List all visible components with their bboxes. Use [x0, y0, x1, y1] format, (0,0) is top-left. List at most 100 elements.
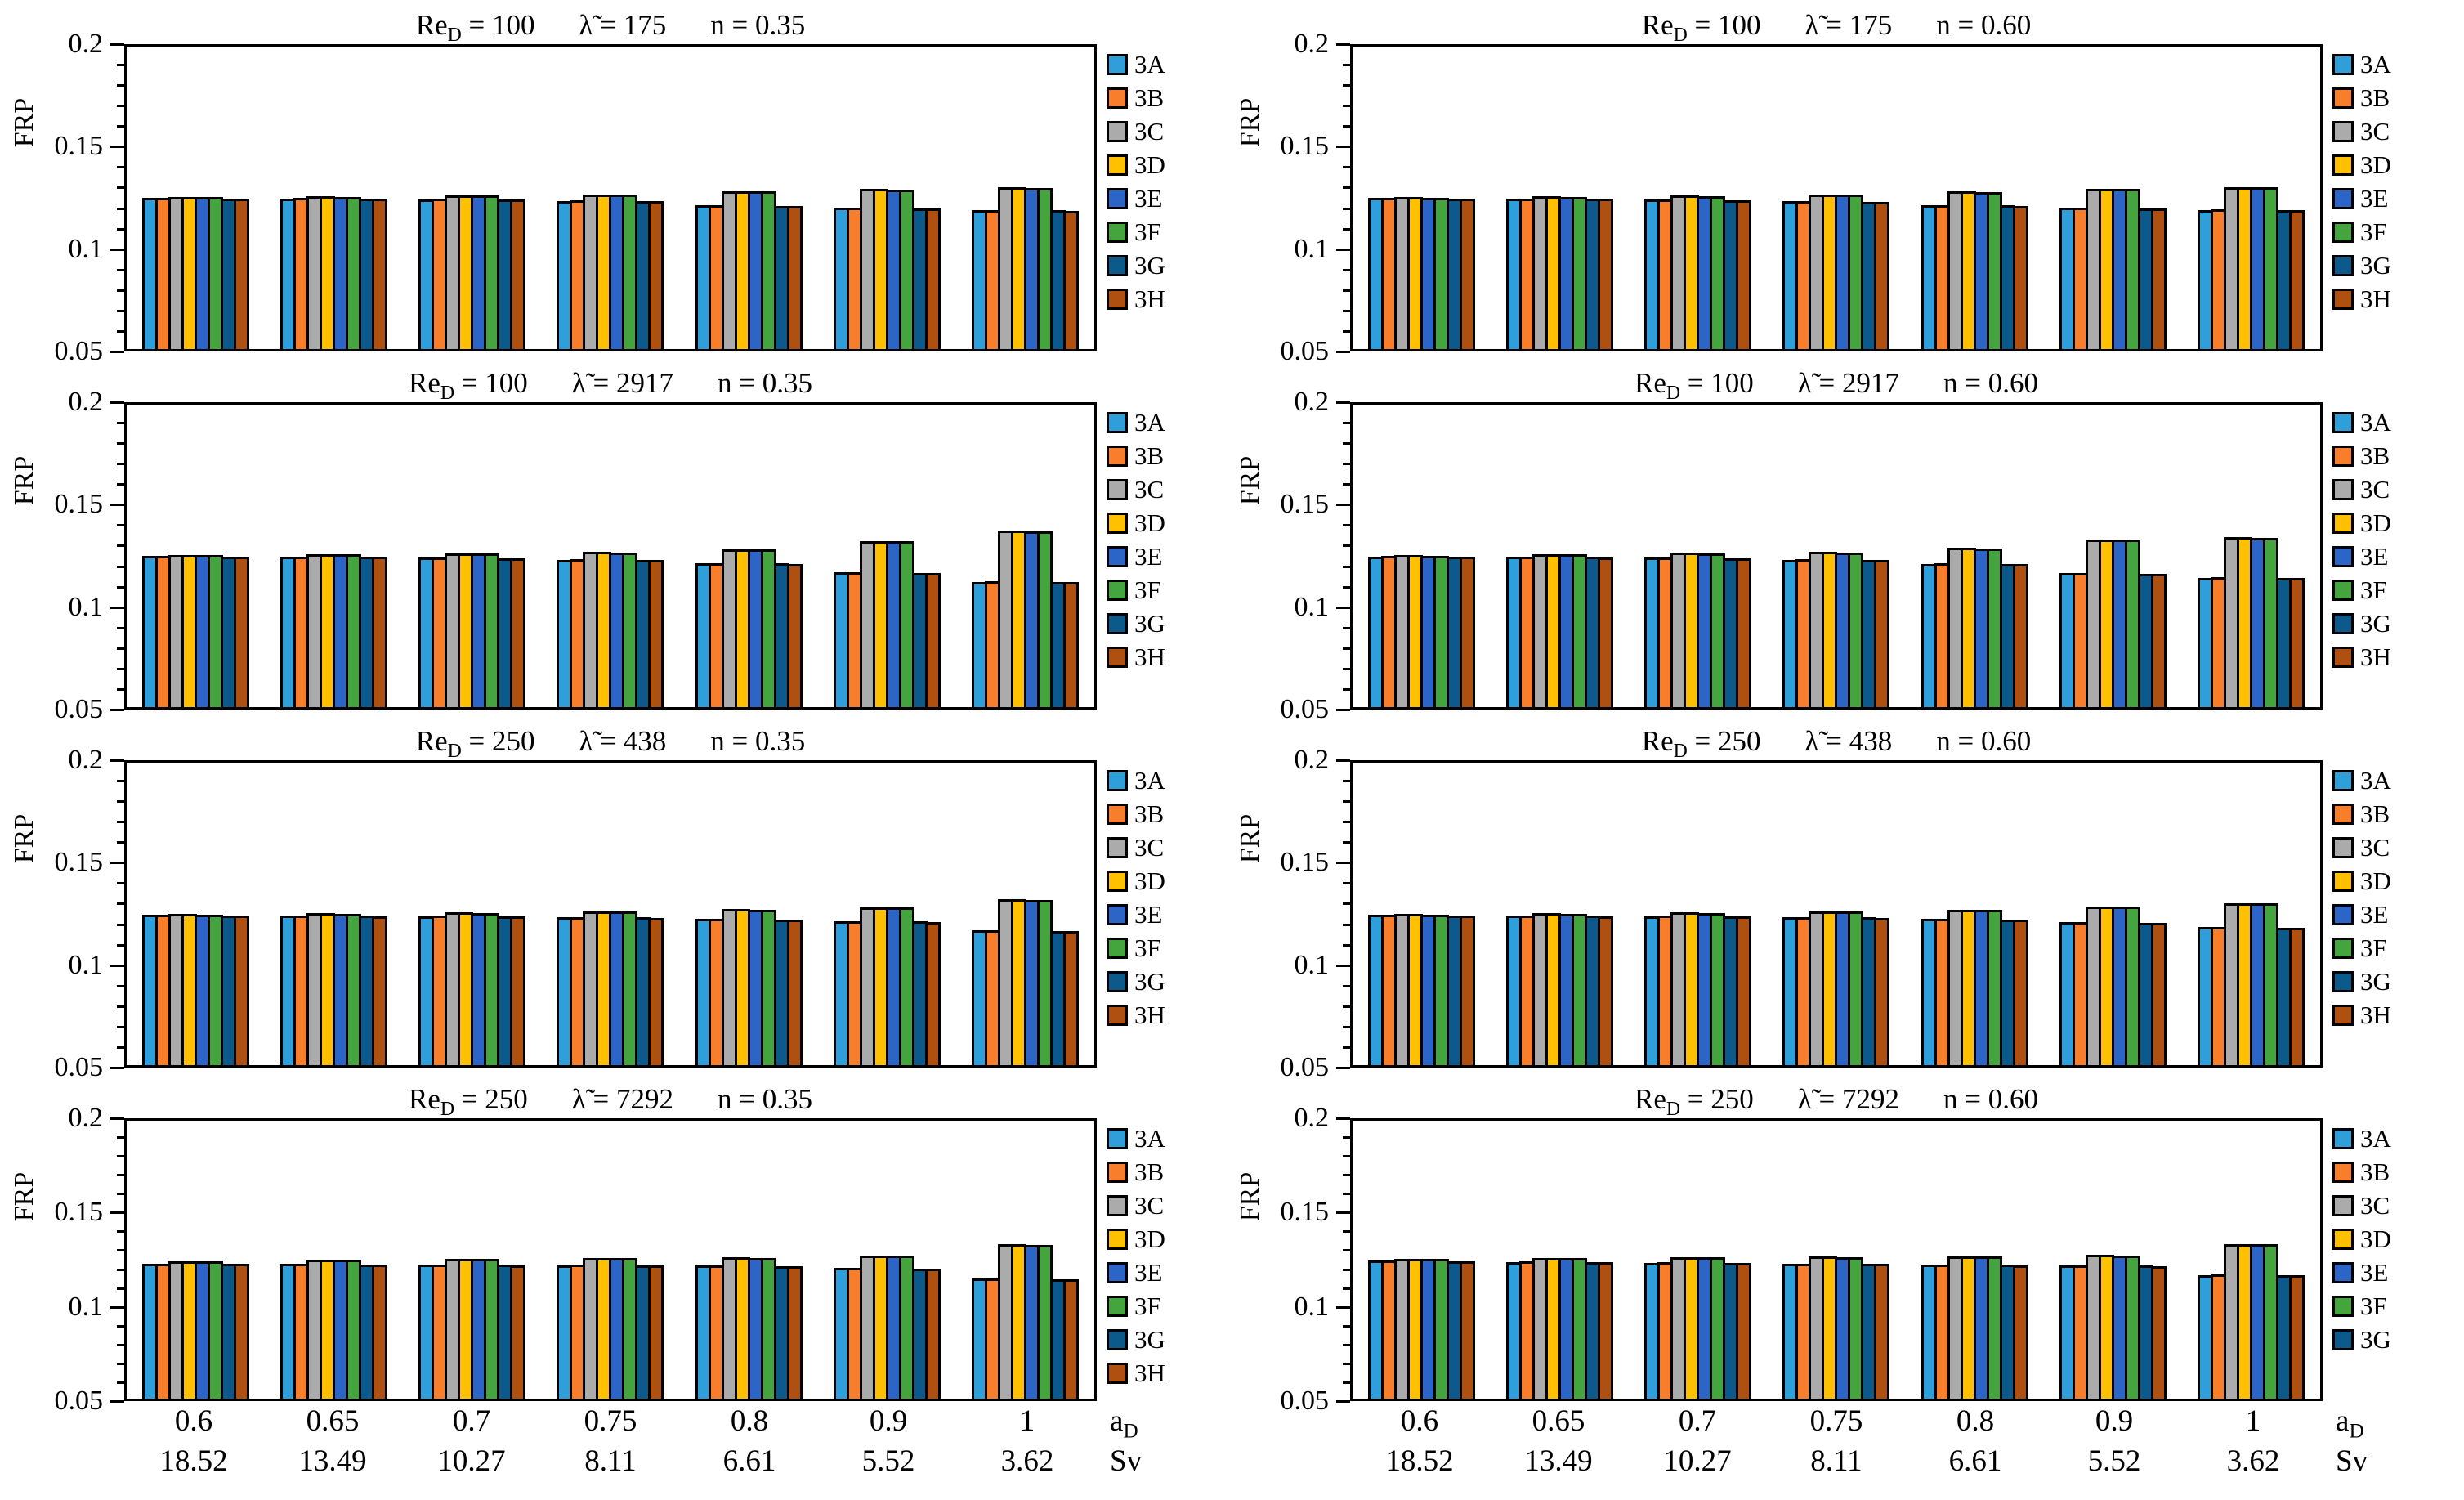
y-minor-tick: [117, 1136, 124, 1140]
legend-label: 3E: [1134, 184, 1163, 213]
y-major-tick: [110, 1400, 124, 1403]
bar-3H: [924, 1269, 941, 1399]
legend-item-3E: 3E: [1107, 1258, 1228, 1287]
y-major-tick: [1336, 759, 1350, 762]
legend-item-3D: 3D: [2332, 510, 2453, 535]
legend-swatch-3E: [2332, 1262, 2354, 1283]
y-minor-tick: [117, 64, 124, 67]
legend-label: 3F: [2360, 1292, 2387, 1320]
x-tick-label-aD: 0.75: [584, 1404, 637, 1438]
title-n: n = 0.60: [1943, 1083, 2039, 1115]
legend-swatch-3F: [2332, 222, 2354, 243]
y-tick-label: 0.05: [54, 336, 104, 366]
x-axis-unit-Sv: Sv: [1110, 1444, 1143, 1478]
bar-group-0.75: [541, 47, 679, 349]
legend-item-3A: 3A: [2332, 1126, 2453, 1151]
legend-label: 3B: [1134, 83, 1165, 112]
bar-group-0.6: [1353, 763, 1491, 1065]
y-major-tick: [110, 248, 124, 251]
legend-swatch-3G: [2332, 1329, 2354, 1350]
y-minor-tick: [117, 882, 124, 885]
bar-3H: [924, 572, 941, 707]
legend-swatch-3F: [2332, 938, 2354, 959]
bar-3H: [1874, 1264, 1890, 1399]
bar-group-0.75: [541, 763, 679, 1065]
legend-item-3C: 3C: [1107, 833, 1228, 862]
legend-label: 3H: [1134, 1001, 1165, 1029]
y-minor-tick: [1343, 667, 1350, 670]
legend-item-3F: 3F: [1107, 219, 1228, 244]
y-minor-tick: [1343, 268, 1350, 271]
x-tick-label-aD: 0.9: [869, 1404, 908, 1438]
y-minor-tick: [117, 626, 124, 629]
bar-group-1: [2182, 763, 2320, 1065]
y-tick-label: 0.1: [1294, 1291, 1330, 1322]
legend-item-3F: 3F: [1107, 935, 1228, 960]
y-axis-title-text: FRP: [1235, 97, 1265, 148]
legend-label: 3G: [1134, 1325, 1165, 1354]
y-major-tick: [110, 862, 124, 865]
title-n: n = 0.35: [710, 725, 806, 757]
legend-swatch-3D: [2332, 871, 2354, 892]
bar-group-0.8: [680, 1121, 818, 1399]
y-major-tick: [1336, 248, 1350, 251]
legend-swatch-3E: [2332, 188, 2354, 209]
panel-title: ReD = 100 λ̃ = 175 n = 0.60: [1350, 7, 2323, 46]
y-axis-title-text: FRP: [1235, 1171, 1265, 1222]
y-major-tick: [110, 146, 124, 149]
panel-body: FRP 0.2 0.15 0.1 0.05 3A 3B 3C 3D 3E 3F 3G 3H: [7, 29, 1230, 366]
y-major-tick: [110, 709, 124, 711]
y-tick-label: 0.2: [68, 745, 104, 775]
y-minor-tick: [1343, 1193, 1350, 1196]
x-tick-label-Sv: 10.27: [437, 1444, 506, 1478]
plot-area: [124, 1118, 1097, 1401]
y-minor-tick: [117, 902, 124, 906]
legend-label: 3C: [2360, 1191, 2390, 1220]
y-minor-tick: [117, 105, 124, 108]
legend-swatch-3A: [2332, 1128, 2354, 1149]
y-axis-title-text: FRP: [9, 813, 39, 864]
legend-swatch-3B: [1107, 804, 1128, 825]
title-re: ReD = 100: [408, 367, 528, 404]
y-minor-tick: [1343, 1324, 1350, 1328]
y-tick-label: 0.2: [68, 1103, 104, 1133]
y-tick-label: 0.05: [54, 1386, 104, 1416]
y-tick-label: 0.15: [1280, 847, 1330, 878]
title-re: ReD = 250: [1634, 1083, 1754, 1120]
y-minor-tick: [1343, 64, 1350, 67]
panel-body: FRP 0.2 0.15 0.1 0.05 3A 3B 3C 3D 3E 3F 3G 3H: [1232, 745, 2456, 1082]
y-minor-tick: [117, 1193, 124, 1196]
y-tick-label: 0.2: [1294, 745, 1330, 775]
bar-3H: [2288, 1275, 2305, 1399]
legend-label: 3E: [1134, 1258, 1163, 1287]
bar-group-0.8: [680, 405, 818, 707]
y-minor-tick: [117, 442, 124, 446]
y-minor-tick: [117, 227, 124, 231]
legend-swatch-3E: [2332, 904, 2354, 925]
legend-label: 3C: [2360, 475, 2390, 504]
y-minor-tick: [117, 687, 124, 691]
y-minor-tick: [1343, 780, 1350, 783]
y-minor-tick: [1343, 923, 1350, 926]
title-re: ReD = 250: [415, 725, 535, 762]
plot-area: [1350, 760, 2323, 1068]
legend-item-3G: 3G: [1107, 253, 1228, 278]
legend-label: 3C: [1134, 833, 1165, 862]
panel-body: FRP 0.2 0.15 0.1 0.05 3A 3B 3C 3D 3E 3F 3G: [1232, 1103, 2456, 1416]
legend-item-3A: 3A: [2332, 410, 2453, 435]
legend-item-3E: 3E: [2332, 186, 2453, 211]
y-minor-tick: [117, 309, 124, 312]
bar-3H: [510, 557, 526, 707]
legend-label: 3H: [2360, 643, 2391, 671]
bar-3H: [1598, 557, 1614, 707]
legend-item-3F: 3F: [2332, 577, 2453, 602]
legend-item-3B: 3B: [2332, 85, 2453, 110]
bar-group-0.8: [680, 763, 818, 1065]
panel-title: ReD = 250 λ̃ = 7292 n = 0.60: [1350, 1081, 2323, 1120]
legend-item-3D: 3D: [2332, 1226, 2453, 1251]
y-major-tick: [110, 1117, 124, 1120]
legend-swatch-3A: [1107, 54, 1128, 75]
bar-group-0.75: [541, 1121, 679, 1399]
bar-3H: [372, 199, 388, 349]
